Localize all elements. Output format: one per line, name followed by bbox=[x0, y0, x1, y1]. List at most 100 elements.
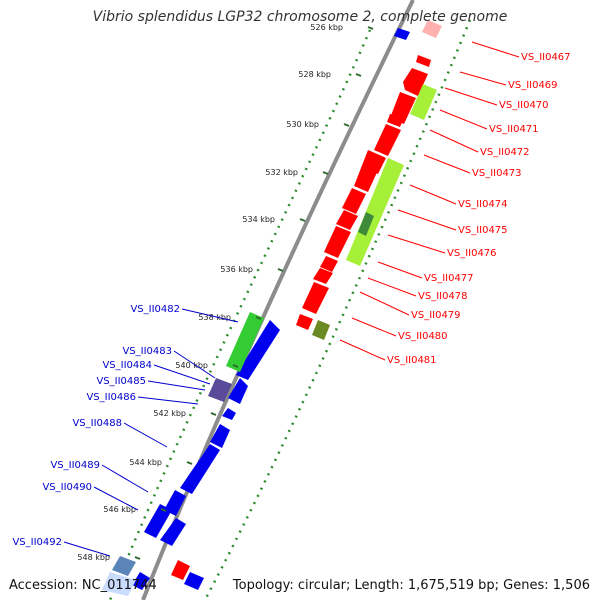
gene-block[interactable] bbox=[336, 210, 358, 230]
gene-label[interactable]: VS_II0488 bbox=[72, 418, 122, 429]
gene-block[interactable] bbox=[313, 268, 333, 284]
tick-label: 542 kbp bbox=[153, 409, 186, 418]
label-connector bbox=[181, 308, 239, 323]
gene-block[interactable] bbox=[320, 256, 338, 272]
forward-label-lines bbox=[339, 41, 520, 361]
genome-backbone bbox=[141, 0, 415, 600]
tick-label: 534 kbp bbox=[242, 215, 275, 224]
gene-label[interactable]: VS_II0485 bbox=[96, 376, 146, 387]
gene-label[interactable]: VS_II0489 bbox=[50, 460, 100, 471]
reverse-label-lines bbox=[63, 308, 239, 557]
label-connector bbox=[147, 380, 206, 391]
forward-gene-labels: VS_II0467 VS_II0469 VS_II0470 VS_II0471 VS_I… bbox=[387, 52, 571, 366]
feature-purple[interactable] bbox=[208, 378, 232, 402]
tick-mark bbox=[277, 268, 284, 272]
gene-label[interactable]: VS_II0474 bbox=[458, 199, 508, 210]
reverse-gene-labels: VS_II0482 VS_II0483 VS_II0484 VS_II0485 VS_I… bbox=[12, 304, 180, 548]
tick-mark bbox=[232, 364, 239, 368]
feature-light-green[interactable] bbox=[346, 158, 404, 266]
gene-label[interactable]: VS_II0469 bbox=[508, 80, 558, 91]
tick-mark bbox=[299, 218, 306, 222]
label-connector bbox=[101, 464, 149, 493]
label-connector bbox=[93, 486, 139, 511]
tick-mark bbox=[186, 461, 193, 465]
gene-block[interactable] bbox=[403, 68, 428, 96]
track-dotted-inner bbox=[108, 29, 372, 600]
gene-label[interactable]: VS_II0480 bbox=[398, 331, 448, 342]
gene-label[interactable]: VS_II0476 bbox=[447, 248, 497, 259]
label-connector bbox=[63, 541, 111, 557]
gene-label[interactable]: VS_II0481 bbox=[387, 355, 437, 366]
label-connector bbox=[173, 350, 216, 379]
feature-steel-blue[interactable] bbox=[112, 556, 136, 576]
gene-block[interactable] bbox=[394, 28, 410, 40]
label-connector bbox=[339, 339, 386, 361]
gene-label[interactable]: VS_II0475 bbox=[458, 225, 508, 236]
tick-label: 540 kbp bbox=[175, 361, 208, 370]
track-dotted-outer bbox=[203, 19, 472, 600]
tick-mark bbox=[367, 26, 374, 30]
gene-block[interactable] bbox=[184, 572, 204, 590]
gene-block[interactable] bbox=[324, 226, 351, 258]
reverse-strand-genes bbox=[132, 28, 410, 590]
tick-label: 536 kbp bbox=[220, 265, 253, 274]
gene-block[interactable] bbox=[180, 444, 220, 494]
feature-light-green[interactable] bbox=[410, 84, 437, 120]
label-connector bbox=[387, 234, 446, 254]
tick-mark bbox=[322, 171, 329, 175]
gene-label[interactable]: VS_II0470 bbox=[499, 100, 549, 111]
gene-label[interactable]: VS_II0473 bbox=[472, 168, 522, 179]
gene-label[interactable]: VS_II0490 bbox=[42, 482, 92, 493]
tick-mark bbox=[355, 73, 362, 77]
label-connector bbox=[397, 209, 457, 231]
gene-block[interactable] bbox=[374, 124, 401, 156]
gene-block[interactable] bbox=[354, 150, 384, 192]
gene-label[interactable]: VS_II0477 bbox=[424, 273, 474, 284]
gene-label[interactable]: VS_II0467 bbox=[521, 52, 571, 63]
tick-label: 544 kbp bbox=[129, 458, 162, 467]
gene-block[interactable] bbox=[171, 560, 190, 580]
tick-mark bbox=[210, 412, 217, 416]
gene-label[interactable]: VS_II0479 bbox=[411, 310, 461, 321]
gene-block[interactable] bbox=[160, 518, 186, 546]
gene-label[interactable]: VS_II0478 bbox=[418, 291, 468, 302]
gene-block[interactable] bbox=[132, 572, 150, 590]
feature-green-rna[interactable] bbox=[226, 312, 264, 372]
tick-mark bbox=[343, 123, 350, 127]
label-connector bbox=[123, 422, 168, 448]
feature-pink[interactable] bbox=[422, 20, 442, 38]
accession-text: Accession: NC_011744 bbox=[9, 578, 157, 593]
label-connector bbox=[471, 41, 520, 58]
gene-block[interactable] bbox=[302, 282, 329, 314]
gene-block[interactable] bbox=[296, 314, 313, 330]
label-connector bbox=[429, 129, 479, 153]
gene-label[interactable]: VS_II0484 bbox=[102, 360, 152, 371]
gene-label[interactable]: VS_II0471 bbox=[489, 124, 539, 135]
tick-mark bbox=[255, 316, 262, 320]
label-connector bbox=[444, 87, 498, 106]
topology-text: Topology: circular; Length: 1,675,519 bp… bbox=[232, 578, 590, 593]
feature-pale-blue[interactable] bbox=[102, 572, 136, 596]
feature-dark-green[interactable] bbox=[358, 212, 374, 236]
feature-olive[interactable] bbox=[312, 320, 330, 340]
gene-block[interactable] bbox=[144, 504, 172, 538]
gene-block[interactable] bbox=[236, 320, 280, 380]
gene-block[interactable] bbox=[416, 55, 431, 67]
gene-block[interactable] bbox=[210, 424, 230, 448]
gene-block[interactable] bbox=[228, 378, 248, 404]
gene-block[interactable] bbox=[342, 188, 366, 214]
kbp-tick-marks bbox=[134, 26, 374, 560]
gene-label[interactable]: VS_II0483 bbox=[122, 346, 172, 357]
gene-label[interactable]: VS_II0482 bbox=[130, 304, 180, 315]
gene-label[interactable]: VS_II0492 bbox=[12, 537, 62, 548]
gene-label[interactable]: VS_II0472 bbox=[480, 147, 530, 158]
tick-label: 530 kbp bbox=[286, 120, 319, 129]
gene-block[interactable] bbox=[222, 408, 236, 420]
gene-block[interactable] bbox=[387, 114, 404, 127]
map-title: Vibrio splendidus LGP32 chromosome 2, co… bbox=[92, 9, 508, 25]
label-connector bbox=[459, 71, 507, 86]
tick-label: 548 kbp bbox=[77, 553, 110, 562]
gene-label[interactable]: VS_II0486 bbox=[86, 392, 136, 403]
tick-label: 538 kbp bbox=[198, 313, 231, 322]
